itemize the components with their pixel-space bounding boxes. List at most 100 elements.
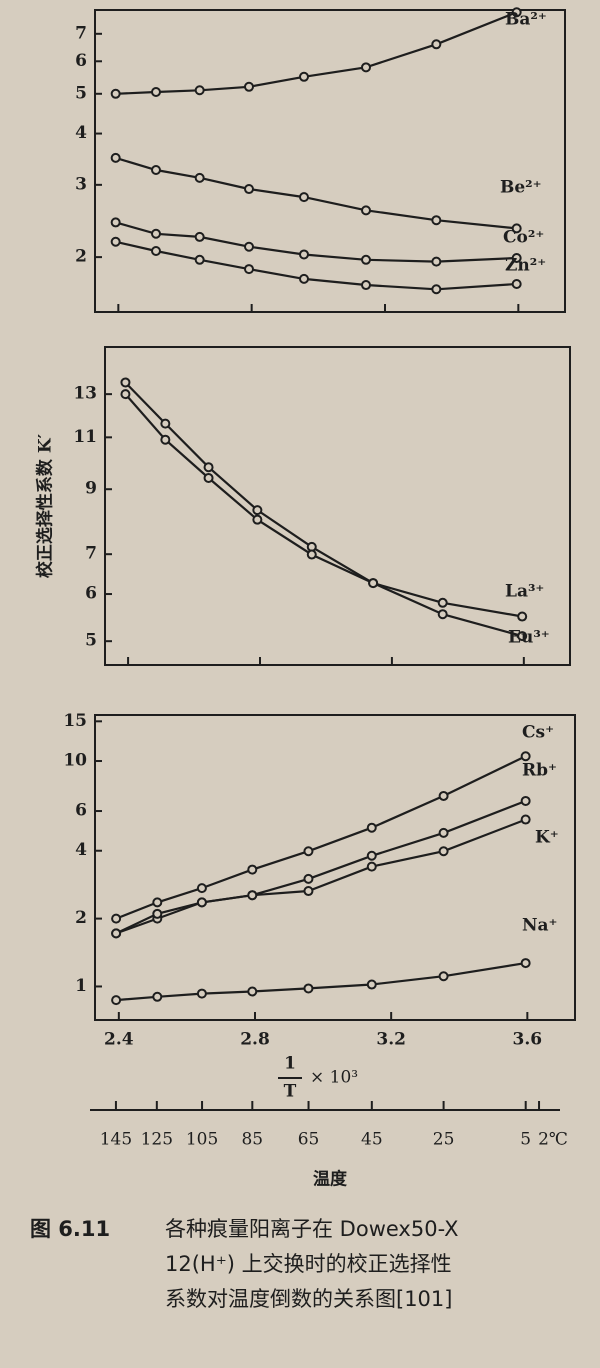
data-point <box>194 254 205 265</box>
data-point <box>151 165 161 176</box>
data-point <box>520 751 531 762</box>
data-point <box>203 472 214 483</box>
y-tick-label: 2 <box>75 247 87 267</box>
y-tick-label: 9 <box>85 479 97 499</box>
caption-line: 12(H⁺) 上交换时的校正选择性 <box>165 1252 452 1276</box>
data-point <box>247 890 258 901</box>
data-point <box>110 152 121 163</box>
data-point <box>120 377 131 388</box>
series-line <box>115 221 517 263</box>
temperature-label: 温度 <box>313 1169 348 1190</box>
temperature-tick-label: 45 <box>361 1130 383 1150</box>
y-tick-label: 11 <box>73 427 97 447</box>
series-label: La³⁺ <box>505 582 544 602</box>
series-line <box>115 755 527 920</box>
data-point <box>244 241 254 252</box>
y-tick-label: 2 <box>75 908 87 928</box>
data-point <box>520 958 531 969</box>
y-tick-label: 6 <box>85 584 97 604</box>
data-point <box>361 280 371 291</box>
data-point <box>438 790 449 801</box>
series-line <box>124 393 523 638</box>
data-point <box>438 846 449 857</box>
series-line <box>115 799 526 935</box>
series-label: Rb⁺ <box>522 761 557 781</box>
plot-frame <box>104 346 571 666</box>
series-label: Eu³⁺ <box>508 628 550 648</box>
data-point <box>110 88 121 99</box>
data-point <box>299 273 309 284</box>
data-point <box>299 71 309 82</box>
data-point <box>303 886 314 897</box>
data-point <box>306 549 317 560</box>
caption-number: 图 6.11 <box>30 1217 110 1241</box>
series-line <box>116 962 526 1002</box>
data-point <box>244 264 254 275</box>
x-tick-label: 2.4 <box>104 1030 134 1050</box>
data-point <box>438 827 449 838</box>
series-label: Be²⁺ <box>500 178 542 198</box>
data-point <box>151 87 161 98</box>
y-tick-label: 5 <box>85 631 97 651</box>
x-tick-label: 2.8 <box>240 1030 270 1050</box>
data-point <box>160 434 171 445</box>
series-line <box>124 381 523 618</box>
data-point <box>120 389 131 400</box>
y-axis-label: 校正选择性系数 K′ <box>35 433 56 578</box>
series-line <box>115 156 517 230</box>
series-label: Co²⁺ <box>503 228 544 248</box>
temperature-tick-label: 125 <box>141 1130 173 1150</box>
x-axis-label-denominator: T <box>284 1082 297 1102</box>
data-point <box>244 81 254 92</box>
data-point <box>194 85 205 96</box>
data-point <box>110 236 121 247</box>
data-point <box>431 256 442 267</box>
data-point <box>361 254 371 265</box>
data-point <box>160 418 171 429</box>
data-point <box>303 873 314 884</box>
temperature-tick-label: 85 <box>241 1130 263 1150</box>
temperature-tick-label: 65 <box>298 1130 320 1150</box>
data-point <box>511 279 522 290</box>
data-point <box>111 995 122 1006</box>
data-point <box>511 253 522 264</box>
data-point <box>152 908 163 919</box>
data-point <box>437 609 448 620</box>
plot-frame <box>94 9 566 313</box>
data-point <box>194 231 205 242</box>
y-tick-label: 4 <box>75 840 87 860</box>
x-axis-label-numerator: 1 <box>284 1054 296 1074</box>
data-point <box>111 928 122 939</box>
data-point <box>366 979 377 990</box>
y-tick-label: 1 <box>75 976 87 996</box>
data-point <box>152 991 163 1002</box>
data-point <box>111 913 122 924</box>
data-point <box>438 971 449 982</box>
temperature-tick-label: 145 <box>100 1130 132 1150</box>
y-tick-label: 3 <box>75 174 87 194</box>
data-point <box>366 822 377 833</box>
data-point <box>431 215 442 226</box>
temperature-tick-label: 5 <box>520 1130 531 1150</box>
y-tick-label: 10 <box>63 751 87 771</box>
y-tick-label: 4 <box>75 123 87 143</box>
y-tick-label: 6 <box>75 51 87 71</box>
data-point <box>299 249 309 260</box>
data-point <box>152 897 163 908</box>
data-point <box>511 7 522 18</box>
series-label: K⁺ <box>535 828 559 848</box>
data-point <box>431 39 442 50</box>
caption-line: 系数对温度倒数的关系图[101] <box>165 1287 452 1311</box>
data-point <box>437 597 448 608</box>
series-label: Ba²⁺ <box>505 10 547 30</box>
data-point <box>431 284 442 295</box>
data-point <box>303 846 314 857</box>
y-tick-label: 5 <box>75 83 87 103</box>
data-point <box>299 192 309 203</box>
temperature-tick-label: 2℃ <box>538 1130 568 1150</box>
series-label: Zn²⁺ <box>505 256 546 276</box>
data-point <box>110 217 121 228</box>
data-point <box>520 795 531 806</box>
data-point <box>196 883 207 894</box>
y-tick-label: 15 <box>63 711 87 731</box>
